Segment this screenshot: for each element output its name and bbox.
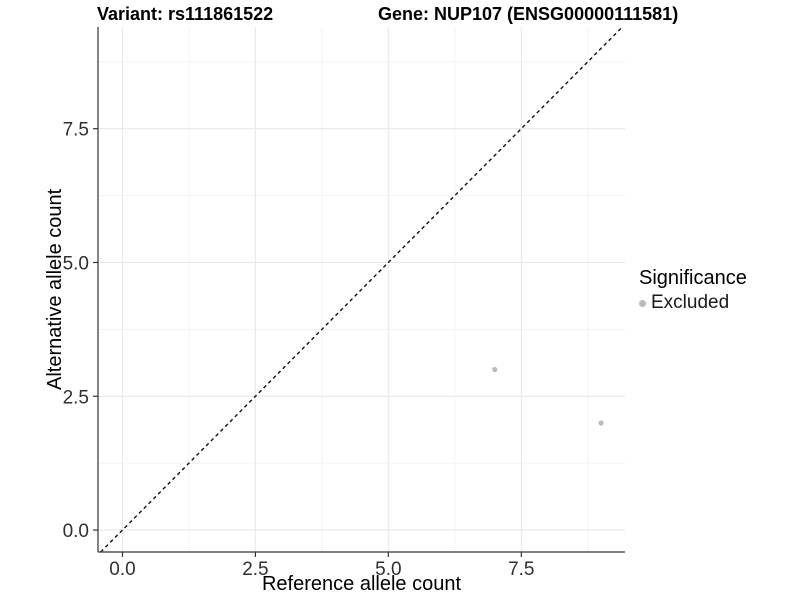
x-tick-label: 7.5 [508,559,534,580]
y-tick-label: 5.0 [63,253,89,274]
x-tick-label: 5.0 [375,559,401,580]
y-tick-label: 0.0 [63,521,89,542]
x-axis-title: Reference allele count [261,573,461,595]
x-tick-label: 2.5 [242,559,268,580]
legend-item: Excluded [639,292,747,314]
legend-point-swatch-icon [639,299,646,307]
x-tick-label: 0.0 [109,559,135,580]
y-tick-label: 2.5 [63,387,89,408]
legend-title: Significance [639,267,747,289]
identity-line [100,26,623,553]
data-point [492,366,498,373]
y-axis-title: Alternative allele count [44,188,66,391]
legend: Significance Excluded [639,266,747,314]
data-point [598,420,604,426]
legend-item-label: Excluded [651,292,730,313]
y-tick-label: 7.5 [63,120,89,141]
plot-title-variant: Variant: rs111861522 [97,4,274,24]
plot-title-gene: Gene: NUP107 (ENSG00000111581) [378,4,679,24]
